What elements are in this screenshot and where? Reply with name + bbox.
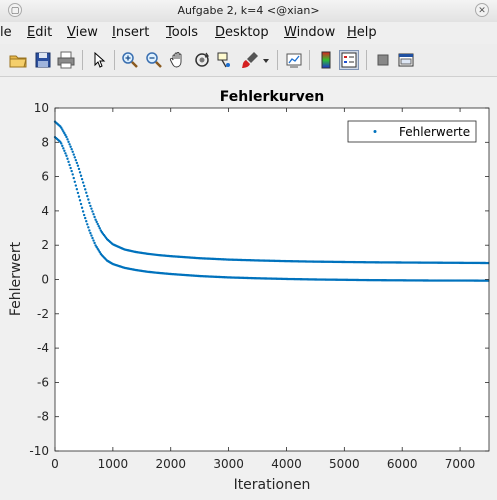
legend-box[interactable]: Fehlerwerte (347, 120, 477, 143)
legend-entry-label: Fehlerwerte (399, 125, 470, 139)
menu-item-tools[interactable]: Tools (166, 25, 199, 40)
x-axis-label: Iterationen (234, 477, 311, 493)
y-tick-label: -4 (37, 341, 49, 355)
show-plot-tools-icon[interactable] (396, 50, 416, 70)
menu-item-help[interactable]: Help (347, 25, 377, 40)
y-tick-label: -10 (29, 444, 49, 458)
x-tick-label: 7000 (445, 457, 476, 471)
chart-title: Fehlerkurven (220, 89, 324, 105)
save-icon[interactable] (33, 50, 53, 70)
menu-item-insert[interactable]: Insert (112, 25, 150, 40)
pointer-icon[interactable] (89, 50, 109, 70)
zoom-out-icon[interactable] (144, 50, 164, 70)
menu-item-le[interactable]: le (0, 25, 12, 40)
toolbar-separator (277, 50, 278, 70)
zoom-in-icon[interactable] (120, 50, 140, 70)
legend-marker (373, 130, 377, 133)
pan-hand-icon[interactable] (168, 50, 188, 70)
figure-area: Fehlerkurven 0 1000 2000 3000 4000 5000 6000 70… (0, 77, 497, 496)
window-menu-button[interactable]: ▢ (8, 3, 22, 17)
x-tick-label: 0 (51, 457, 59, 471)
x-tick-label: 4000 (271, 457, 302, 471)
x-tick-label: 3000 (213, 457, 244, 471)
toolbar-separator (82, 50, 83, 70)
toolbar-separator (309, 50, 310, 70)
window-titlebar: ▢ Aufgabe 2, k=4 <@xian> ✕ (0, 0, 497, 23)
y-tick-label: 8 (41, 135, 49, 149)
y-tick-label: 2 (41, 238, 49, 252)
toolbar-separator (114, 50, 115, 70)
brush-dropdown-icon[interactable] (261, 50, 271, 70)
y-tick-label: 0 (41, 273, 49, 287)
print-icon[interactable] (56, 50, 76, 70)
x-tick-label: 6000 (387, 457, 418, 471)
x-tick-label: 1000 (98, 457, 129, 471)
error-curve-plot[interactable]: Fehlerkurven 0 1000 2000 3000 4000 5000 6000 70… (0, 77, 497, 496)
legend-icon[interactable] (339, 50, 359, 70)
x-tick-label: 5000 (329, 457, 360, 471)
y-tick-label: -6 (37, 375, 49, 389)
toolbar-separator (366, 50, 367, 70)
open-folder-icon[interactable] (8, 50, 28, 70)
y-tick-label: 10 (34, 101, 49, 115)
link-plot-icon[interactable] (284, 50, 304, 70)
colorbar-icon[interactable] (316, 50, 336, 70)
y-axis-label: Fehlerwert (8, 241, 24, 316)
menu-item-desktop[interactable]: Desktop (215, 25, 269, 40)
y-tick-label: -2 (37, 307, 49, 321)
window-close-button[interactable]: ✕ (475, 3, 489, 17)
y-tick-label: -8 (37, 410, 49, 424)
hide-plot-tools-icon[interactable] (373, 50, 393, 70)
data-cursor-icon[interactable] (215, 50, 235, 70)
menu-bar: le Edit View Insert Tools Desktop Window Help (0, 22, 497, 44)
menu-item-view[interactable]: View (67, 25, 98, 40)
menu-item-edit[interactable]: Edit (27, 25, 53, 40)
y-tick-label: 4 (41, 204, 49, 218)
y-tick-label: 6 (41, 170, 49, 184)
figure-toolbar (0, 44, 497, 77)
window-title: Aufgabe 2, k=4 <@xian> (177, 4, 320, 17)
menu-item-window[interactable]: Window (284, 25, 336, 40)
x-tick-label: 2000 (155, 457, 186, 471)
brush-icon[interactable] (240, 50, 260, 70)
rotate-3d-icon[interactable] (192, 50, 212, 70)
